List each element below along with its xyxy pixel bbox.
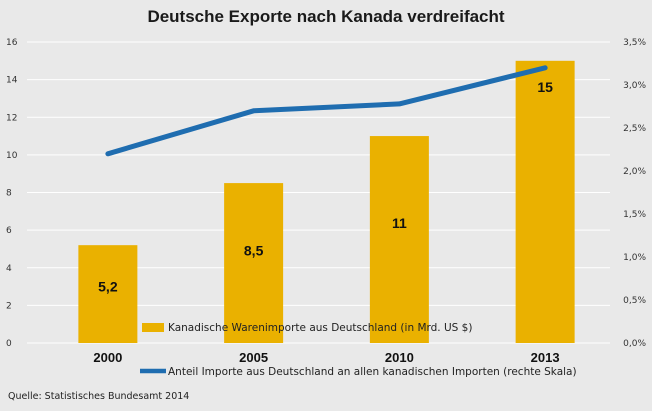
- y-right-tick-label: 1,5%: [623, 210, 646, 220]
- y-right-tick-label: 2,5%: [623, 124, 646, 134]
- y-right-tick-label: 1,0%: [623, 253, 646, 263]
- legend: Kanadische Warenimporte aus Deutschland …: [140, 322, 577, 378]
- bar-data-label: 11: [392, 215, 407, 231]
- axes: 0 2 4 6 8 10 12 14 16 0,0% 0,5% 1,0% 1,5% 2,0% 2,5% 3,0…: [6, 38, 646, 365]
- line-point: [252, 109, 256, 113]
- bar: [369, 136, 429, 343]
- y-right-tick-label: 3,5%: [623, 38, 646, 48]
- bar: [515, 60, 575, 343]
- y-right-tick-label: 2,0%: [623, 167, 646, 177]
- y-left-tick-label: 14: [6, 76, 18, 86]
- line-point: [397, 102, 401, 106]
- legend-label-line: Anteil Importe aus Deutschland an allen …: [168, 366, 577, 378]
- line-point: [106, 152, 110, 156]
- bar-series: 5,2 8,5 11 15: [78, 60, 575, 343]
- line-path: [105, 65, 548, 157]
- y-left-tick-label: 12: [6, 113, 17, 123]
- y-left-tick-label: 2: [6, 301, 12, 311]
- y-right-tick-label: 3,0%: [623, 81, 646, 91]
- y-left-tick-label: 8: [6, 189, 12, 199]
- bar-data-label: 8,5: [244, 242, 264, 258]
- x-tick-label: 2000: [93, 350, 122, 365]
- y-left-tick-label: 6: [6, 226, 12, 236]
- y-left-tick-label: 4: [6, 264, 12, 274]
- y-right-tick-label: 0,0%: [623, 339, 646, 349]
- y-left-tick-label: 0: [6, 339, 12, 349]
- legend-label-bar: Kanadische Warenimporte aus Deutschland …: [168, 322, 472, 334]
- y-left-tick-label: 16: [6, 38, 18, 48]
- y-right-tick-label: 0,5%: [623, 296, 646, 306]
- bar-data-label: 5,2: [98, 278, 118, 294]
- legend-swatch-bar: [142, 323, 164, 332]
- line-series: [105, 65, 548, 157]
- x-tick-label: 2013: [531, 350, 560, 365]
- line-point: [543, 66, 547, 70]
- bar-data-label: 15: [537, 79, 553, 95]
- x-tick-label: 2010: [385, 350, 414, 365]
- y-left-tick-label: 10: [6, 151, 18, 161]
- bar: [224, 183, 284, 343]
- source-note: Quelle: Statistisches Bundesamt 2014: [8, 391, 189, 402]
- chart-title: Deutsche Exporte nach Kanada verdreifach…: [147, 7, 504, 26]
- bar: [78, 245, 138, 343]
- x-tick-label: 2005: [239, 350, 268, 365]
